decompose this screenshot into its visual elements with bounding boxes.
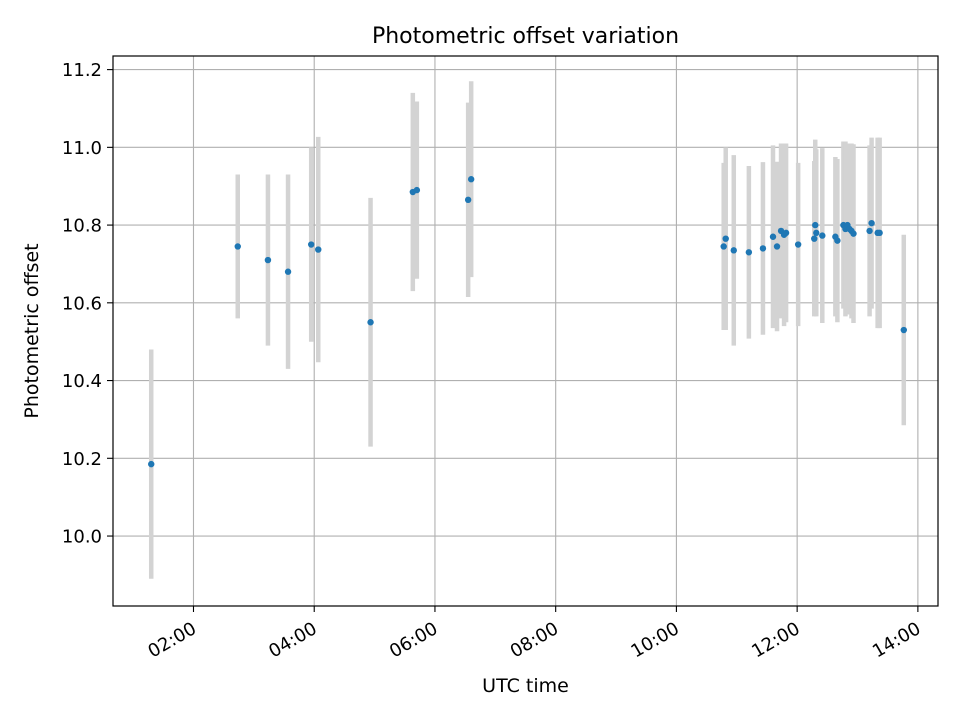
- x-axis-label: UTC time: [482, 675, 569, 697]
- data-point: [773, 243, 781, 250]
- data-point: [745, 249, 753, 256]
- x-tick-label: 12:00: [748, 618, 803, 662]
- data-point: [148, 460, 155, 468]
- x-tick-label: 04:00: [265, 618, 320, 662]
- data-point: [315, 246, 322, 253]
- data-point: [868, 219, 875, 227]
- x-tick-label: 10:00: [627, 618, 682, 662]
- data-point: [769, 233, 777, 240]
- y-tick-label: 10.4: [62, 371, 102, 392]
- y-tick-label: 11.0: [62, 138, 102, 159]
- y-tick-label: 10.6: [62, 293, 102, 314]
- chart-title: Photometric offset variation: [372, 24, 679, 49]
- x-tick-label: 08:00: [507, 618, 562, 662]
- data-point: [367, 319, 374, 326]
- data-point: [722, 235, 729, 242]
- data-point: [464, 196, 472, 204]
- data-point: [819, 232, 826, 239]
- y-tick-label: 11.2: [62, 60, 102, 81]
- plot-frame: [112, 55, 939, 607]
- data-point: [730, 247, 737, 254]
- data-point: [813, 229, 820, 237]
- data-point: [834, 237, 841, 244]
- error-bars: [148, 81, 907, 579]
- data-point: [467, 176, 475, 183]
- x-tick-label: 06:00: [386, 618, 441, 662]
- x-tick-label: 14:00: [869, 618, 924, 662]
- data-point: [876, 229, 883, 237]
- data-point: [850, 230, 857, 237]
- data-point: [759, 245, 767, 252]
- data-point: [794, 241, 802, 248]
- y-tick-label: 10.0: [62, 527, 102, 548]
- axis-ticks: 02:00 04:00 06:00 08:00 10:00 12:00 14:00 10.0 1…: [62, 60, 924, 662]
- x-tick-label: 02:00: [145, 618, 200, 662]
- data-point: [812, 221, 819, 229]
- y-tick-label: 10.2: [62, 449, 102, 470]
- grid: [113, 56, 938, 606]
- data-point: [234, 243, 241, 250]
- data-point: [900, 326, 907, 334]
- data-points: [148, 176, 907, 468]
- data-point: [811, 235, 818, 242]
- data-point: [308, 241, 315, 248]
- data-point: [413, 186, 421, 194]
- data-point: [284, 268, 292, 275]
- y-tick-label: 10.8: [62, 216, 102, 237]
- data-point: [782, 229, 790, 237]
- data-point: [720, 243, 727, 250]
- data-point: [264, 256, 272, 264]
- data-point: [866, 227, 873, 235]
- y-axis-label: Photometric offset: [21, 243, 43, 418]
